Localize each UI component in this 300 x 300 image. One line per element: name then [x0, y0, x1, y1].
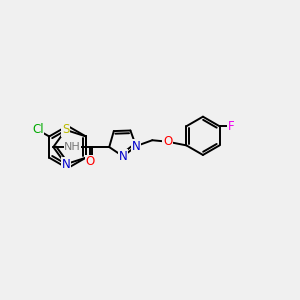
Text: N: N [61, 158, 70, 171]
Text: O: O [85, 155, 95, 168]
Text: F: F [228, 120, 235, 133]
Text: N: N [118, 150, 127, 163]
Text: NH: NH [64, 142, 81, 152]
Text: Cl: Cl [32, 123, 44, 136]
Text: N: N [132, 140, 140, 153]
Text: S: S [62, 123, 69, 136]
Text: O: O [163, 135, 172, 148]
